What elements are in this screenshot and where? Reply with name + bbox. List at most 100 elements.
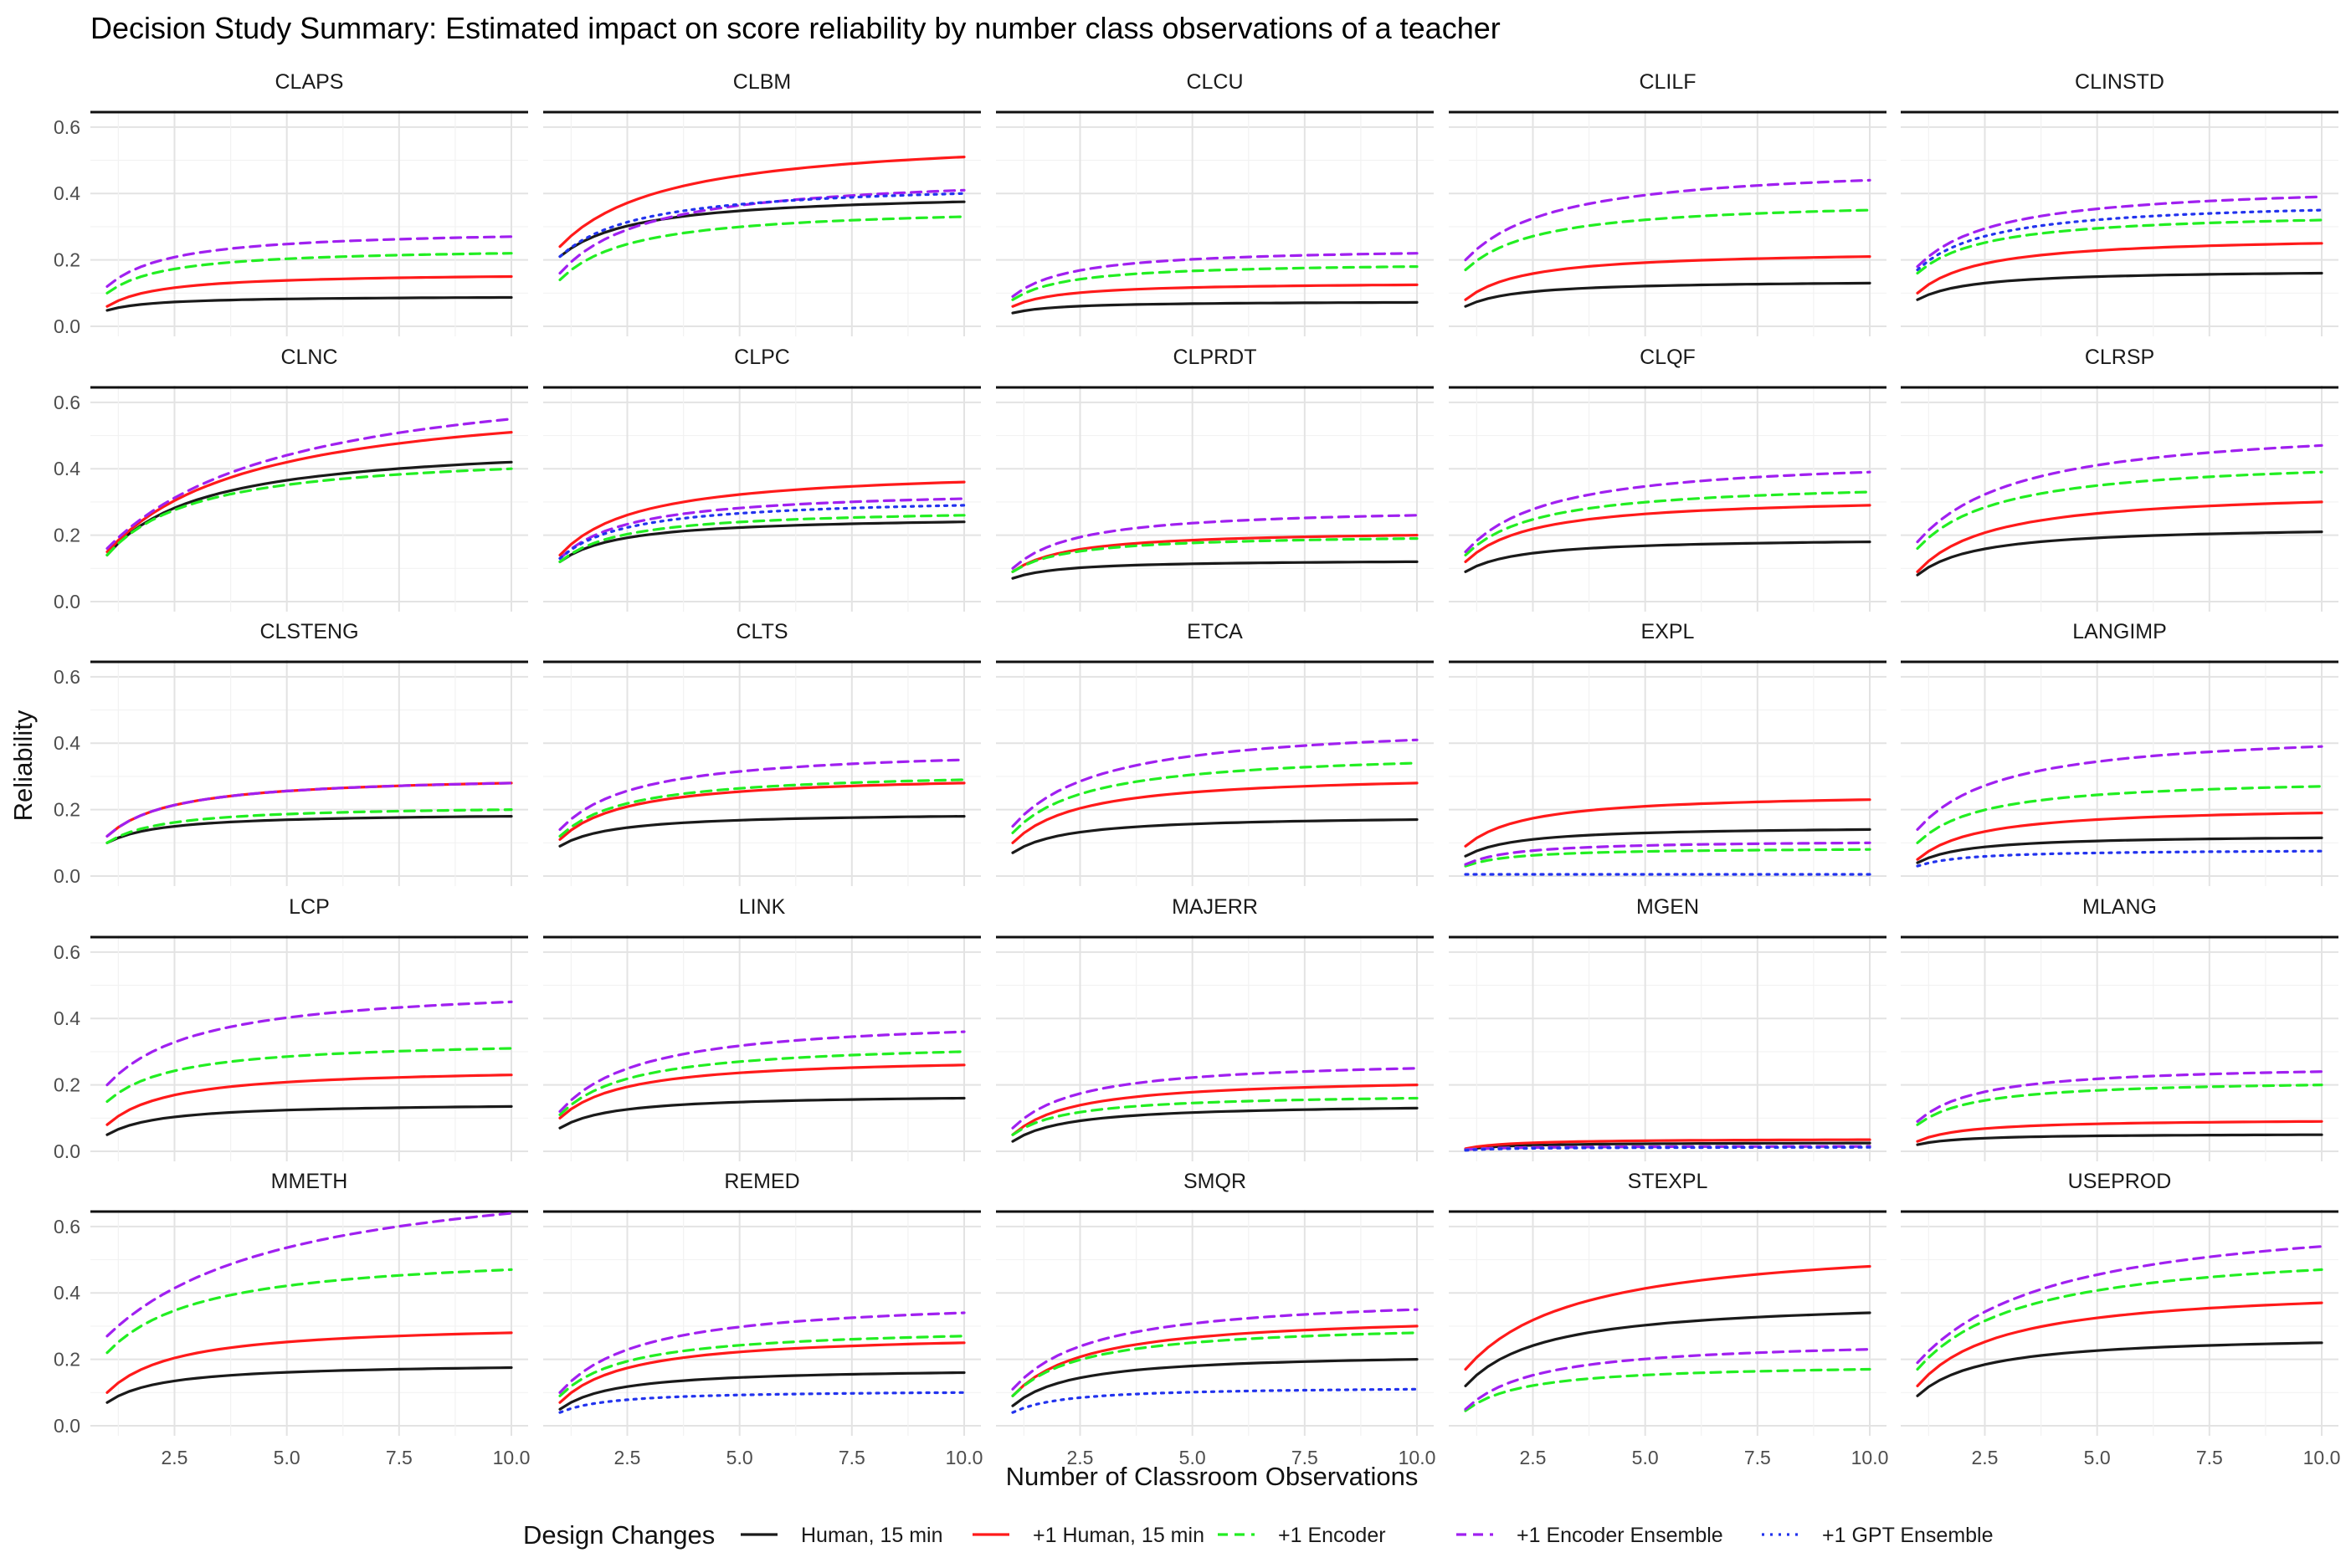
facet-panel-clnc: CLNC 0.0 0.2 0.4 0.6	[54, 346, 528, 612]
series-line-human	[558, 1371, 966, 1411]
series-line-human	[1464, 541, 1871, 573]
y-tick-label: 0.4	[54, 1007, 80, 1029]
series-line-plus-human	[105, 431, 513, 554]
facet-panel-expl: EXPL	[1449, 620, 1886, 886]
x-tick-label: 10.0	[1851, 1447, 1889, 1468]
x-tick-label: 5.0	[2084, 1447, 2111, 1468]
series-line-encoder	[558, 1335, 966, 1397]
facet-panels: CLAPS 0.0 0.2 0.4 0.6 CLBM CLCU CLILF CLINSTD CLN…	[54, 70, 2340, 1468]
panel-background	[1901, 386, 2338, 612]
panel-background	[996, 386, 1434, 612]
series-line-plus-human	[1011, 283, 1419, 308]
x-tick-label: 10.0	[946, 1447, 983, 1468]
series-line-gpt-ensemble	[1916, 849, 2323, 868]
facet-panel-smqr: SMQR 2.5 5.0 7.5 10.0	[996, 1170, 1435, 1468]
panel-background	[1449, 935, 1886, 1161]
series-line-encoder	[1011, 1331, 1419, 1397]
panel-background	[996, 660, 1434, 886]
series-line-plus-human	[1916, 500, 2323, 573]
facet-label: MGEN	[1636, 895, 1699, 919]
series-line-encoder-ensemble	[1464, 178, 1871, 262]
facet-label: MMETH	[271, 1170, 348, 1193]
facet-label: CLSTENG	[259, 620, 358, 643]
x-tick-label: 2.5	[1067, 1447, 1094, 1468]
series-line-encoder-ensemble	[1011, 738, 1419, 828]
y-tick-label: 0.0	[54, 1140, 80, 1162]
series-line-plus-human	[1011, 534, 1419, 573]
y-tick-label: 0.2	[54, 525, 80, 546]
y-tick-label: 0.2	[54, 799, 80, 821]
series-line-encoder	[1011, 1096, 1419, 1136]
series-line-human	[105, 815, 513, 844]
series-line-encoder	[1464, 490, 1871, 556]
panel-background	[996, 1210, 1434, 1436]
facet-panel-mlang: MLANG	[1901, 895, 2338, 1161]
series-line-plus-human	[105, 1074, 513, 1126]
facet-label: CLRSP	[2085, 346, 2154, 369]
series-line-plus-human	[1464, 504, 1871, 563]
series-line-plus-human	[558, 156, 966, 249]
series-line-human	[1011, 1106, 1419, 1143]
x-tick-label: 5.0	[1179, 1447, 1206, 1468]
series-line-encoder-ensemble	[1916, 1070, 2323, 1123]
legend: Design Changes Human, 15 min +1 Human, 15…	[523, 1520, 1994, 1550]
y-tick-label: 0.6	[54, 392, 80, 413]
facet-label: CLILF	[1639, 70, 1696, 94]
series-line-gpt-ensemble	[1916, 208, 2323, 272]
x-tick-label: 10.0	[2303, 1447, 2341, 1468]
y-tick-label: 0.0	[54, 1415, 80, 1437]
series-line-human	[1011, 1358, 1419, 1407]
x-tick-label: 5.0	[1632, 1447, 1659, 1468]
series-line-encoder-ensemble	[1464, 841, 1871, 866]
series-line-plus-human	[558, 781, 966, 841]
facet-label: CLNC	[280, 346, 337, 369]
facet-panel-mmeth: MMETH 0.0 0.2 0.4 0.6 2.5 5.0 7.5 10.0	[54, 1170, 530, 1468]
series-line-human	[1464, 1311, 1871, 1387]
series-line-plus-human	[1464, 1264, 1871, 1371]
facet-label: LINK	[739, 895, 786, 919]
facet-label: REMED	[724, 1170, 799, 1193]
legend-title: Design Changes	[523, 1520, 715, 1550]
series-line-human	[1916, 530, 2323, 576]
series-line-human	[105, 1366, 513, 1404]
series-line-encoder-ensemble	[1916, 745, 2323, 831]
panel-background	[543, 660, 981, 886]
series-line-encoder	[105, 1047, 513, 1104]
facet-panel-clts: CLTS	[543, 620, 981, 886]
x-tick-label: 10.0	[493, 1447, 531, 1468]
panel-background	[1901, 110, 2338, 336]
series-line-plus-human	[558, 480, 966, 556]
series-line-plus-human	[1464, 1138, 1871, 1150]
facet-label: MLANG	[2082, 895, 2157, 919]
series-line-encoder-ensemble	[105, 781, 513, 838]
facet-panel-remed: REMED 2.5 5.0 7.5 10.0	[543, 1170, 983, 1468]
series-line-plus-human	[1464, 255, 1871, 301]
series-line-encoder-ensemble	[1916, 443, 2323, 544]
legend-label: +1 GPT Ensemble	[1822, 1524, 1994, 1547]
x-tick-label: 2.5	[614, 1447, 641, 1468]
y-tick-label: 0.6	[54, 1216, 80, 1237]
facet-label: LANGIMP	[2072, 620, 2167, 643]
facet-panel-clbm: CLBM	[543, 70, 981, 336]
legend-label: +1 Encoder Ensemble	[1517, 1524, 1723, 1547]
facet-panel-clrsp: CLRSP	[1901, 346, 2338, 612]
series-line-encoder-ensemble	[1011, 1067, 1419, 1130]
series-line-plus-human	[105, 274, 513, 308]
series-line-plus-human	[1916, 812, 2323, 861]
facet-panel-clprdt: CLPRDT	[996, 346, 1434, 612]
series-line-encoder	[1011, 537, 1419, 573]
y-tick-label: 0.2	[54, 249, 80, 271]
series-line-encoder	[1916, 470, 2323, 551]
series-line-encoder	[1916, 785, 2323, 844]
series-line-plus-human	[1916, 242, 2323, 295]
x-axis-label: Number of Classroom Observations	[1006, 1462, 1419, 1491]
series-line-human	[1916, 1341, 2323, 1397]
series-line-encoder	[105, 808, 513, 844]
y-tick-label: 0.4	[54, 458, 80, 479]
series-line-encoder-ensemble	[1464, 1348, 1871, 1411]
series-line-encoder-ensemble	[558, 497, 966, 560]
series-line-encoder	[558, 778, 966, 838]
panel-background	[1901, 1210, 2338, 1436]
series-line-human	[1011, 560, 1419, 580]
